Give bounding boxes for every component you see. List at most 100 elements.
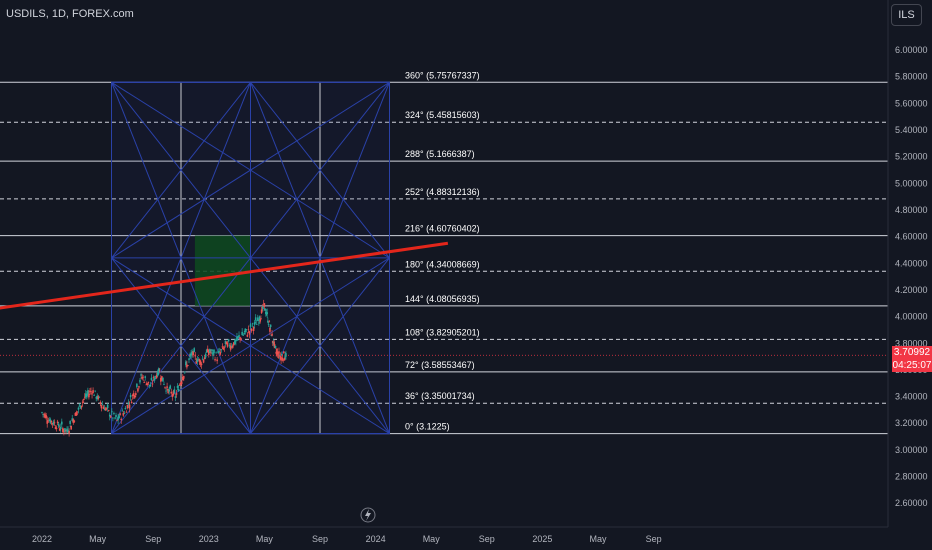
time-tick-label: 2022: [32, 534, 52, 544]
candle-body: [83, 396, 86, 398]
candle-body: [90, 391, 92, 392]
candle-body: [78, 404, 81, 406]
time-tick-label: 2024: [366, 534, 386, 544]
candle-body: [150, 377, 153, 381]
candle-body: [169, 385, 172, 389]
candle-body: [164, 386, 166, 388]
candle-body: [206, 348, 209, 353]
candle-body: [258, 322, 260, 324]
candle-body: [86, 394, 88, 396]
candle-body: [131, 394, 134, 396]
price-tick-label: 5.00000: [895, 178, 928, 188]
candle-body: [76, 411, 79, 413]
candle-body: [189, 353, 191, 357]
price-tick-label: 5.80000: [895, 72, 928, 82]
candle-body: [263, 303, 266, 307]
time-tick-label: 2023: [199, 534, 219, 544]
candle-body: [166, 386, 168, 388]
candle-body: [124, 407, 127, 410]
candle-body: [173, 389, 176, 394]
candle-body: [43, 413, 45, 415]
candle-body: [280, 356, 282, 361]
candle-body: [112, 417, 114, 419]
candle-body: [74, 412, 77, 416]
candle-body: [66, 428, 68, 432]
candle-body: [136, 383, 138, 388]
candle-body: [77, 407, 80, 410]
candle-body: [172, 391, 175, 396]
candle-body: [256, 317, 259, 321]
candle-body: [137, 388, 139, 392]
candle-body: [195, 361, 198, 364]
candle-body: [125, 411, 128, 413]
price-tick-label: 4.00000: [895, 312, 928, 322]
candle-body: [118, 415, 120, 419]
candle-body: [250, 328, 253, 332]
candle-body: [249, 324, 252, 327]
candle-body: [103, 408, 106, 411]
candle-body: [141, 376, 143, 379]
candle-body: [254, 317, 257, 321]
candle-body: [180, 381, 183, 385]
candle-body: [181, 376, 184, 381]
currency-button[interactable]: ILS: [891, 4, 922, 26]
candle-body: [224, 340, 227, 345]
candle-body: [135, 393, 137, 396]
candle-body: [59, 426, 62, 430]
candle-body: [111, 411, 113, 413]
candle-body: [280, 353, 283, 356]
candle-body: [210, 352, 212, 354]
candle-body: [193, 348, 196, 353]
candle-body: [61, 421, 63, 425]
candle-body: [273, 341, 275, 345]
candle-body: [238, 335, 240, 337]
candle-body: [201, 358, 204, 360]
candle-body: [259, 319, 262, 322]
candle-body: [274, 345, 277, 348]
candle-body: [98, 396, 101, 398]
drawings[interactable]: [0, 241, 888, 523]
candle-body: [52, 421, 55, 425]
candle-body: [223, 347, 226, 349]
candle-body: [63, 431, 65, 433]
candle-body: [122, 412, 125, 416]
time-tick-label: Sep: [312, 534, 328, 544]
candle-body: [283, 357, 286, 361]
lightning-icon[interactable]: [360, 507, 376, 523]
candle-body: [114, 417, 116, 419]
candle-body: [142, 376, 144, 378]
candle-body: [42, 413, 44, 415]
candle-body: [149, 384, 152, 387]
symbol-title[interactable]: USDILS, 1D, FOREX.com: [6, 8, 134, 20]
candle-body: [267, 320, 269, 323]
candle-body: [191, 351, 193, 355]
candle-body: [178, 384, 181, 386]
candle-body: [200, 363, 203, 366]
candle-body: [162, 377, 164, 382]
candle-body: [87, 390, 89, 395]
candle-body: [251, 323, 254, 325]
candle-body: [267, 324, 270, 325]
candle-body: [128, 404, 131, 409]
gann-fan[interactable]: 360° (5.75767337) 324° (5.45815603) 288° (…: [111, 70, 480, 435]
candle-body: [121, 410, 124, 412]
candle-body: [258, 316, 261, 321]
candle-body: [234, 340, 236, 345]
candle-body: [102, 406, 105, 409]
candle-body: [126, 404, 129, 409]
candle-body: [167, 389, 169, 393]
candle-body: [100, 404, 103, 409]
lightning-icon-bolt: [365, 509, 371, 521]
candle-body: [106, 404, 109, 409]
candle-body: [132, 393, 135, 397]
candle-body: [105, 408, 108, 409]
candle-body: [47, 421, 50, 423]
candle-body: [268, 321, 271, 323]
gann-level-label: 36° (3.35001734): [405, 391, 475, 401]
candle-body: [219, 352, 222, 355]
candle-body: [89, 391, 91, 392]
candle-body: [260, 318, 262, 320]
candle-body: [230, 345, 233, 347]
candle-body: [215, 352, 217, 354]
